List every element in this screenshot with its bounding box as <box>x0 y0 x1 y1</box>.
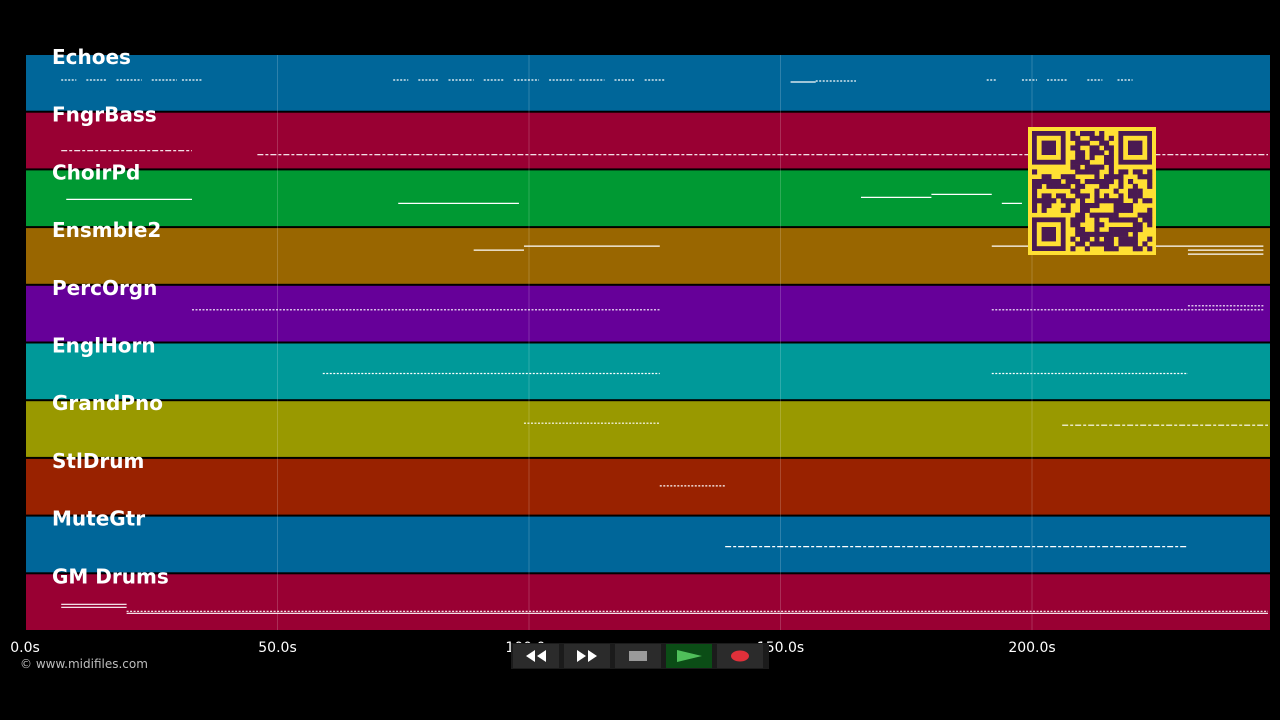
track-label-8: MuteGtr <box>52 507 145 531</box>
track-label-7: StlDrum <box>52 449 144 473</box>
time-tick-label: 50.0s <box>258 640 296 656</box>
track-lane-4 <box>26 285 1270 342</box>
record-button[interactable] <box>717 644 763 668</box>
time-tick-label: 200.0s <box>1008 640 1055 656</box>
play-button[interactable] <box>666 644 712 668</box>
fast-forward-icon <box>577 650 597 662</box>
play-icon <box>677 650 702 662</box>
track-label-2: ChoirPd <box>52 160 140 184</box>
track-label-1: FngrBass <box>52 103 157 127</box>
track-lane-0 <box>26 55 1270 111</box>
track-lane-7 <box>26 458 1270 515</box>
track-label-5: EnglHorn <box>52 334 156 358</box>
time-tick-label: 0.0s <box>10 640 40 656</box>
track-label-6: GrandPno <box>52 391 163 415</box>
copyright-text: © www.midifiles.com <box>20 657 148 671</box>
stop-icon <box>629 651 647 661</box>
track-lane-8 <box>26 516 1270 573</box>
track-lane-5 <box>26 343 1270 400</box>
transport-controls <box>511 643 769 669</box>
track-label-3: Ensmble2 <box>52 218 161 242</box>
track-label-9: GM Drums <box>52 564 169 588</box>
track-label-4: PercOrgn <box>52 276 157 300</box>
track-lane-9 <box>26 574 1270 630</box>
fast-forward-button[interactable] <box>564 644 610 668</box>
qr-code <box>1028 127 1156 255</box>
track-label-0: Echoes <box>52 45 131 69</box>
track-lane-6 <box>26 401 1270 457</box>
rewind-button[interactable] <box>513 644 559 668</box>
record-icon <box>731 650 749 662</box>
rewind-icon <box>526 650 546 662</box>
stop-button[interactable] <box>615 644 661 668</box>
